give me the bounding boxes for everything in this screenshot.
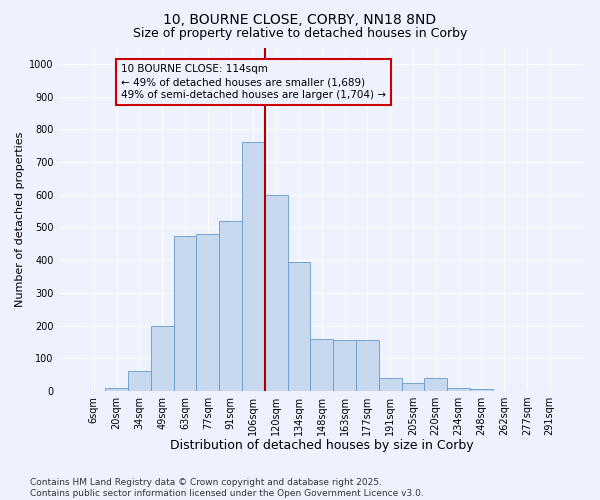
Bar — [356, 340, 379, 391]
Bar — [173, 236, 196, 391]
Bar — [105, 388, 128, 391]
Bar — [151, 326, 173, 391]
Bar — [424, 378, 447, 391]
Bar — [470, 390, 493, 391]
Y-axis label: Number of detached properties: Number of detached properties — [15, 132, 25, 307]
Bar — [379, 378, 401, 391]
Text: Contains HM Land Registry data © Crown copyright and database right 2025.
Contai: Contains HM Land Registry data © Crown c… — [30, 478, 424, 498]
Bar — [265, 194, 287, 391]
Text: 10 BOURNE CLOSE: 114sqm
← 49% of detached houses are smaller (1,689)
49% of semi: 10 BOURNE CLOSE: 114sqm ← 49% of detache… — [121, 64, 386, 100]
Bar — [219, 221, 242, 391]
Bar — [287, 262, 310, 391]
Bar — [401, 383, 424, 391]
Bar — [310, 338, 333, 391]
Bar — [447, 388, 470, 391]
Bar — [196, 234, 219, 391]
Bar — [128, 372, 151, 391]
Bar — [333, 340, 356, 391]
Bar — [242, 142, 265, 391]
Text: 10, BOURNE CLOSE, CORBY, NN18 8ND: 10, BOURNE CLOSE, CORBY, NN18 8ND — [163, 12, 437, 26]
Text: Size of property relative to detached houses in Corby: Size of property relative to detached ho… — [133, 28, 467, 40]
X-axis label: Distribution of detached houses by size in Corby: Distribution of detached houses by size … — [170, 440, 473, 452]
